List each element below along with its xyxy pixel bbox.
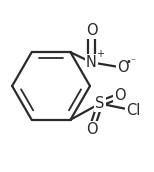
Text: N: N — [86, 55, 97, 70]
Text: O: O — [114, 88, 126, 103]
Text: +: + — [96, 49, 104, 59]
Text: Cl: Cl — [126, 103, 141, 118]
Text: •⁻: •⁻ — [126, 57, 137, 67]
Text: O: O — [86, 23, 97, 38]
Text: S: S — [95, 96, 105, 111]
Text: O: O — [86, 122, 97, 137]
Text: O: O — [117, 60, 129, 75]
